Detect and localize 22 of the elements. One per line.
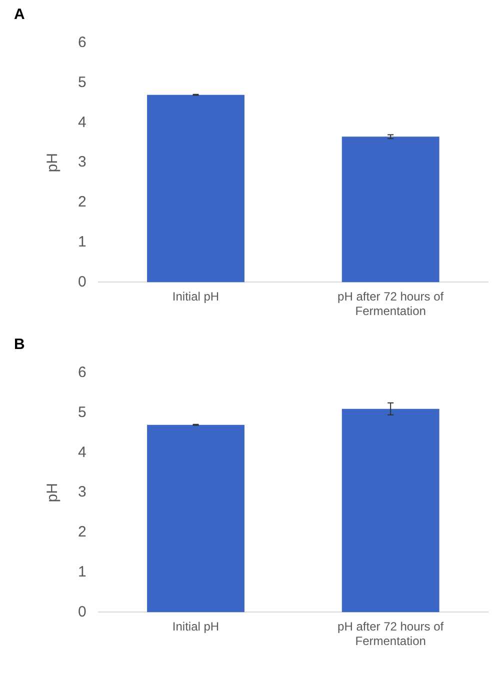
y-tick-label: 2 bbox=[78, 524, 86, 541]
y-tick-label: 5 bbox=[78, 74, 86, 92]
y-axis-title: pH bbox=[44, 153, 62, 172]
y-axis-title: pH bbox=[44, 483, 62, 502]
y-tick-label: 3 bbox=[78, 484, 86, 501]
x-tick-label: pH after 72 hours of Fermentation bbox=[338, 620, 444, 648]
y-tick-label: 0 bbox=[78, 273, 86, 290]
chart-title: B bbox=[14, 336, 25, 353]
x-tick-label: Initial pH bbox=[172, 620, 220, 634]
y-tick-label: 4 bbox=[78, 114, 86, 131]
y-tick-label: 6 bbox=[78, 34, 86, 52]
y-tick-label: 2 bbox=[78, 194, 86, 211]
y-tick-label: 3 bbox=[78, 154, 86, 171]
y-tick-label: 1 bbox=[78, 233, 86, 250]
y-tick-label: 1 bbox=[78, 563, 86, 580]
x-tick-label: pH after 72 hours of Fermentation bbox=[338, 290, 444, 318]
y-tick-label: 0 bbox=[78, 603, 86, 620]
x-tick-label: Initial pH bbox=[172, 290, 220, 304]
y-tick-label: 6 bbox=[78, 364, 86, 382]
y-tick-label: 5 bbox=[78, 404, 86, 422]
chart-title: A bbox=[14, 6, 25, 23]
y-tick-label: 4 bbox=[78, 444, 86, 461]
